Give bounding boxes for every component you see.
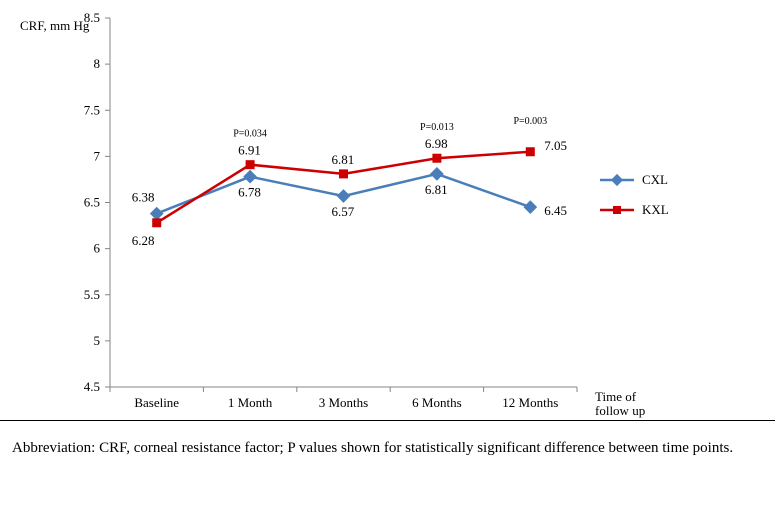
- legend-label: KXL: [642, 202, 669, 217]
- marker-diamond: [337, 190, 349, 202]
- y-tick-label: 8: [94, 56, 101, 71]
- x-tick-label: 6 Months: [412, 395, 461, 410]
- y-tick-label: 6.5: [84, 195, 100, 210]
- data-label: 6.91: [238, 143, 261, 158]
- x-tick-label: 1 Month: [228, 395, 273, 410]
- data-label: 6.81: [425, 182, 448, 197]
- x-tick-label: 12 Months: [502, 395, 558, 410]
- data-label: 6.38: [132, 190, 155, 205]
- data-label: 6.28: [132, 233, 155, 248]
- marker-diamond: [244, 171, 256, 183]
- p-value-label: P=0.003: [513, 116, 547, 127]
- x-axis-title: follow up: [595, 403, 645, 418]
- y-axis-title: CRF, mm Hg: [20, 18, 90, 33]
- marker-diamond: [431, 168, 443, 180]
- marker-diamond: [151, 207, 163, 219]
- chart-caption: Abbreviation: CRF, corneal resistance fa…: [0, 421, 775, 459]
- marker-square: [433, 154, 441, 162]
- chart-svg: 4.555.566.577.588.5Baseline1 Month3 Mont…: [0, 0, 775, 420]
- y-tick-label: 7.5: [84, 102, 100, 117]
- p-value-label: P=0.034: [233, 129, 267, 140]
- x-tick-label: 3 Months: [319, 395, 368, 410]
- legend-marker-square: [613, 206, 621, 214]
- data-label: 6.57: [332, 204, 355, 219]
- chart-container: 4.555.566.577.588.5Baseline1 Month3 Mont…: [0, 0, 775, 421]
- y-tick-label: 7: [94, 148, 101, 163]
- marker-square: [153, 219, 161, 227]
- data-label: 6.45: [544, 203, 567, 218]
- data-label: 6.81: [332, 152, 355, 167]
- legend-label: CXL: [642, 172, 668, 187]
- x-tick-label: Baseline: [134, 395, 179, 410]
- data-label: 7.05: [544, 138, 567, 153]
- marker-diamond: [524, 201, 536, 213]
- data-label: 6.98: [425, 136, 448, 151]
- marker-square: [526, 148, 534, 156]
- x-axis-title: Time of: [595, 389, 637, 404]
- marker-square: [246, 161, 254, 169]
- legend-marker-diamond: [611, 174, 623, 186]
- marker-square: [340, 170, 348, 178]
- p-value-label: P=0.013: [420, 122, 454, 133]
- y-tick-label: 6: [94, 241, 101, 256]
- data-label: 6.78: [238, 185, 261, 200]
- y-tick-label: 5: [94, 333, 101, 348]
- y-tick-label: 4.5: [84, 379, 100, 394]
- y-tick-label: 5.5: [84, 287, 100, 302]
